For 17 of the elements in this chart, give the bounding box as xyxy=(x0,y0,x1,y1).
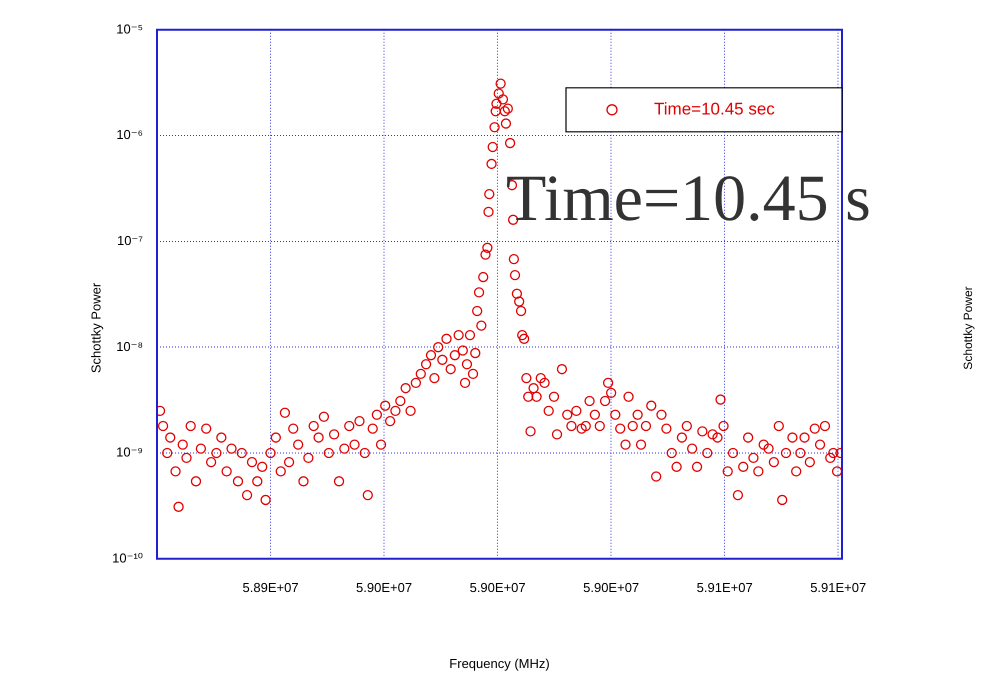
text: Schottky Power xyxy=(961,286,975,370)
y-tick-label: 10⁻⁵ xyxy=(116,21,143,36)
y-tick-label: 10⁻⁶ xyxy=(116,127,143,142)
legend-label: Time=10.45 sec xyxy=(654,99,776,118)
y-tick-label: 10⁻⁷ xyxy=(116,232,144,248)
y-tick-label: 10⁻⁹ xyxy=(116,444,143,460)
x-tick-label: 5.90E+07 xyxy=(356,580,412,596)
x-tick-label: 5.90E+07 xyxy=(583,580,640,596)
y-tick-label: 10⁻¹⁰ xyxy=(112,550,143,566)
annotation: Time=10.45 s xyxy=(506,162,871,235)
x-tick-label: 5.91E+07 xyxy=(696,580,753,596)
x-axis-title: Frequency (MHz) xyxy=(449,656,550,671)
y-axis-title: Schottky Power xyxy=(88,282,104,374)
x-tick-label: 5.90E+07 xyxy=(470,580,526,596)
x-tick-label: 5.89E+07 xyxy=(242,580,299,596)
y-tick-label: 10⁻⁸ xyxy=(116,338,143,354)
x-tick-label: 5.91E+07 xyxy=(810,580,866,596)
